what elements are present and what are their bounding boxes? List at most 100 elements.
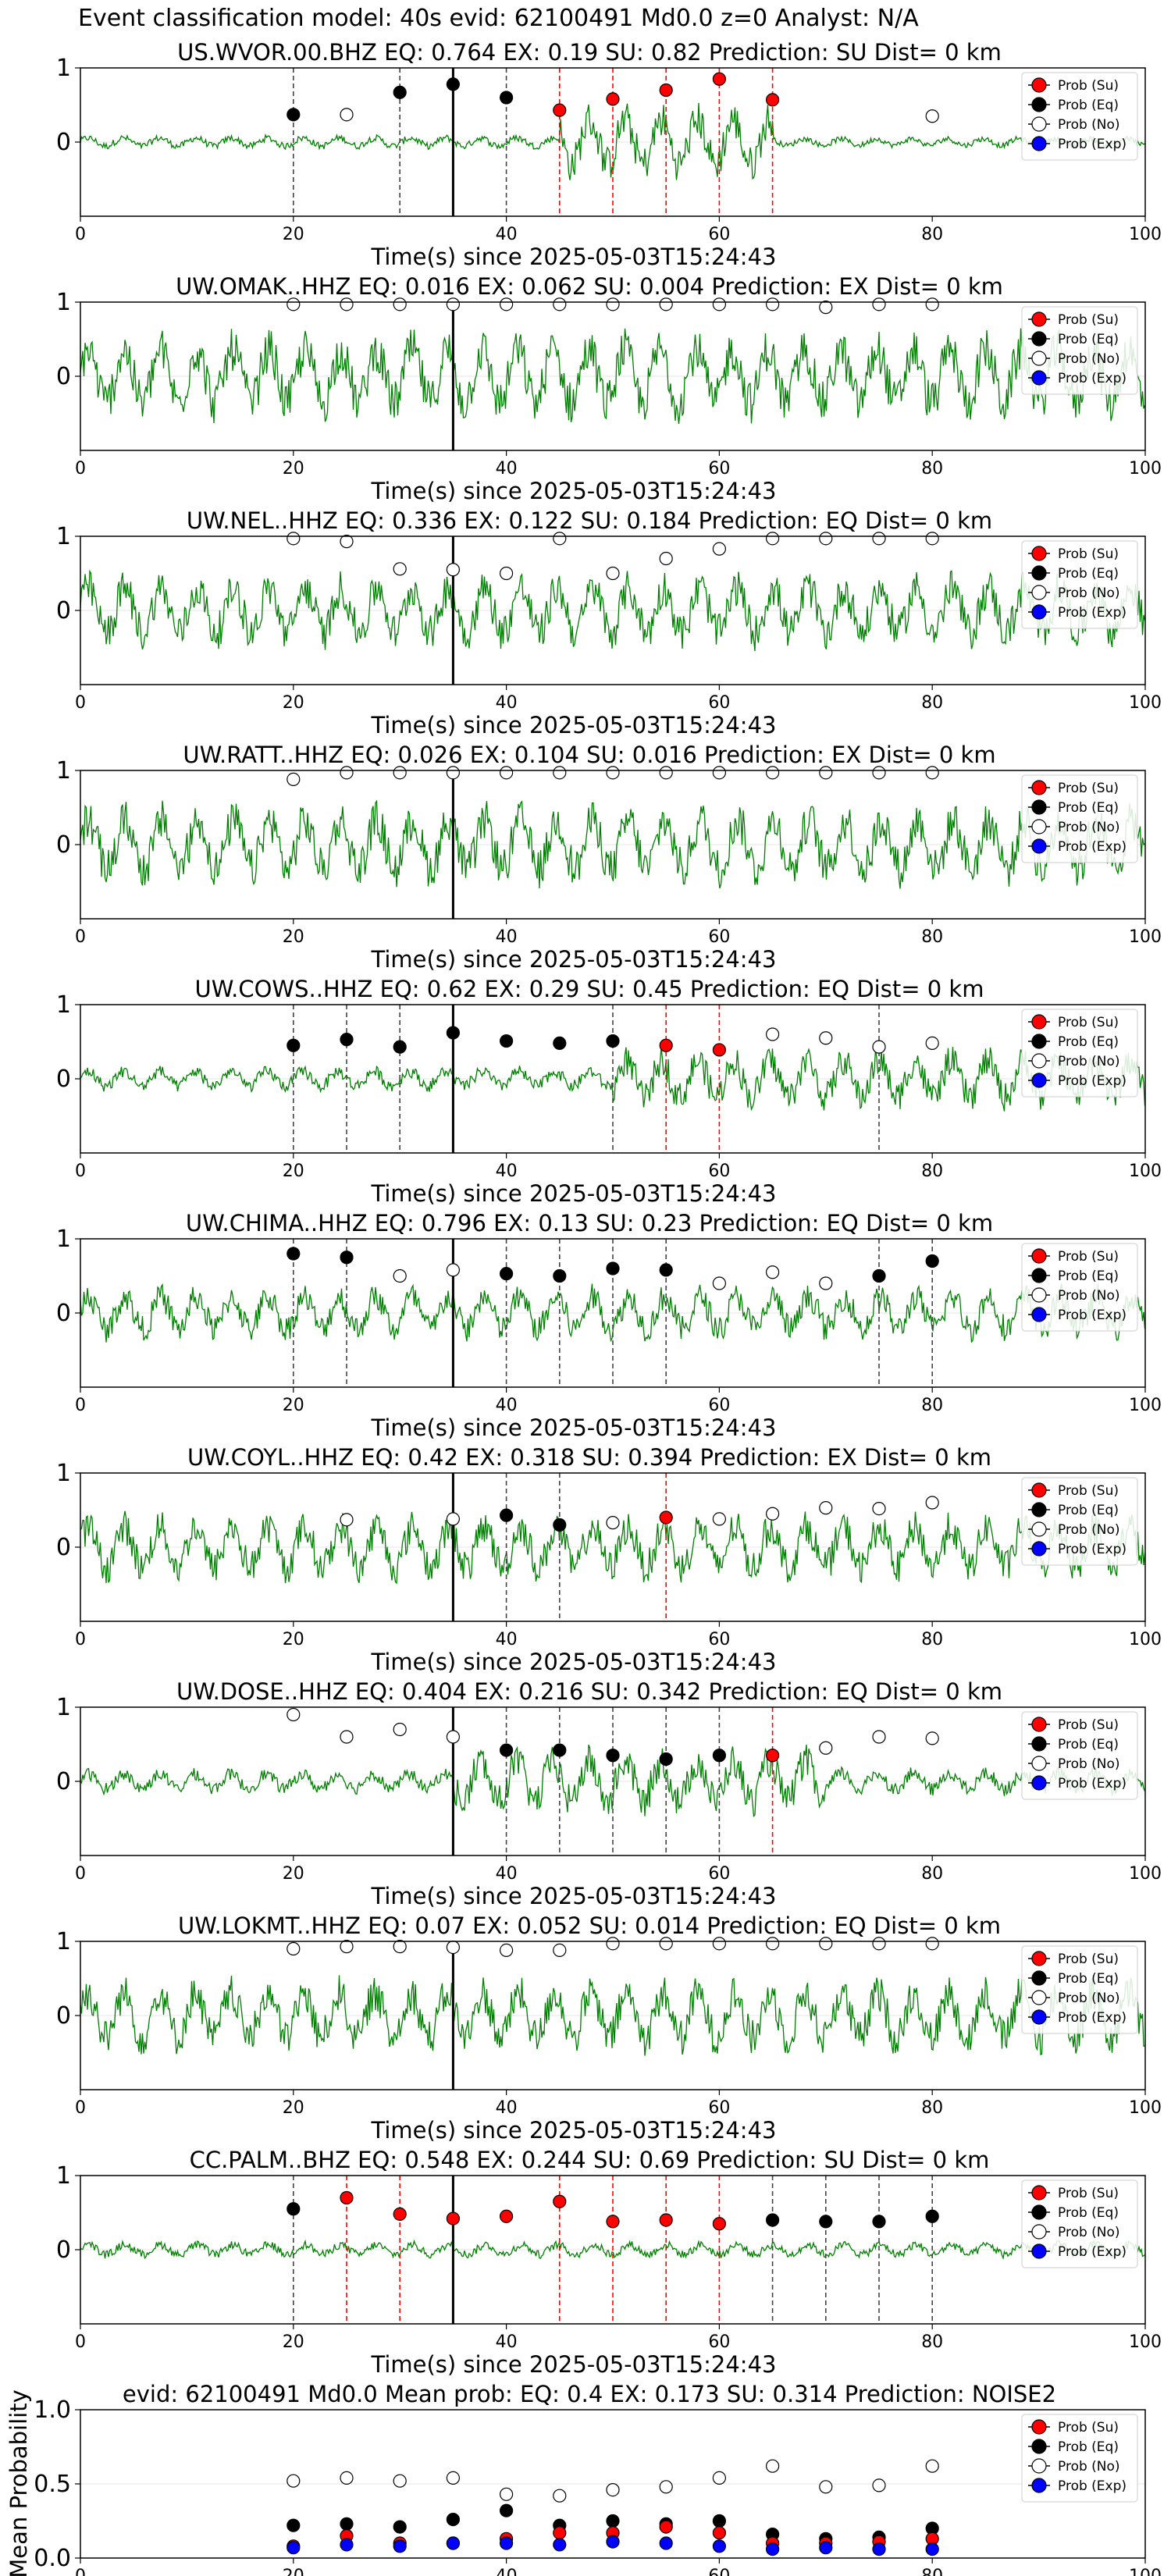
x-tick-label: 60 [708, 1396, 730, 1415]
legend-label: Prob (No) [1058, 1756, 1120, 1772]
series-point [446, 2536, 461, 2550]
prob-point [925, 297, 939, 311]
legend-marker [1031, 2224, 1047, 2240]
panel-title: UW.CHIMA..HHZ EQ: 0.796 EX: 0.13 SU: 0.2… [186, 1210, 993, 1236]
y-tick-label: 0 [56, 1066, 71, 1093]
panel-UW.DOSE..HHZ: 0 20 40 60 80 100 0 1 UW.DOSE..HHZ EQ: 0.404 EX:… [56, 1678, 1162, 1909]
series-point [606, 2514, 620, 2528]
y-tick-label: 1 [56, 55, 71, 82]
x-tick-label: 100 [1129, 1396, 1162, 1415]
prob-point [606, 1937, 620, 1951]
series-point [287, 2474, 301, 2488]
legend-marker [1031, 1951, 1047, 1966]
prob-point [606, 2215, 620, 2229]
x-tick-label: 60 [708, 693, 730, 713]
x-tick-label: 40 [496, 2098, 518, 2118]
prob-point [712, 542, 727, 556]
prob-point [712, 766, 727, 780]
x-tick-label: 40 [496, 927, 518, 947]
prob-point [340, 2190, 354, 2205]
x-tick-label: 20 [283, 2098, 304, 2118]
prob-point [393, 1940, 407, 1954]
x-tick-label: 20 [283, 1162, 304, 1181]
legend-box [1021, 1243, 1138, 1332]
prob-point [287, 772, 301, 787]
prob-point [765, 1507, 780, 1521]
series-point [446, 2471, 461, 2485]
x-axis-label: Time(s) since 2025-05-03T15:24:43 [371, 2117, 777, 2144]
x-tick-label: 20 [283, 1864, 304, 1884]
series-point [659, 2520, 673, 2534]
legend-marker [1031, 311, 1047, 327]
legend-marker [1031, 1014, 1047, 1030]
legend-label: Prob (Eq) [1058, 1503, 1119, 1518]
prob-point [659, 766, 673, 780]
prob-point [340, 1513, 354, 1527]
legend-label: Prob (Eq) [1058, 1737, 1119, 1752]
prob-point [925, 1731, 939, 1745]
x-tick-label: 20 [283, 2567, 304, 2576]
legend-marker [1031, 2185, 1047, 2201]
prob-point [340, 535, 354, 549]
prob-point [606, 1749, 620, 1763]
legend-label: Prob (No) [1058, 820, 1120, 835]
legend-marker [1031, 1248, 1047, 1264]
prob-point [606, 566, 620, 581]
legend-marker [1031, 370, 1047, 386]
x-tick-label: 60 [708, 1162, 730, 1181]
legend-label: Prob (No) [1058, 1522, 1120, 1538]
prob-point [872, 2215, 886, 2229]
prob-point [287, 297, 301, 311]
prob-point [659, 1752, 673, 1767]
x-axis-label: Time(s) since 2025-05-03T15:24:43 [371, 946, 777, 973]
prob-point [499, 1034, 514, 1048]
panel-title: CC.PALM..BHZ EQ: 0.548 EX: 0.244 SU: 0.6… [190, 2147, 990, 2173]
prob-point [872, 1937, 886, 1951]
x-axis-label: Time(s) since 2025-05-03T15:24:43 [371, 712, 777, 738]
x-tick-label: 60 [708, 2567, 730, 2576]
waveform-trace [80, 2239, 1145, 2261]
panel-UW.LOKMT..HHZ: 0 20 40 60 80 100 0 1 UW.LOKMT..HHZ EQ: 0.07 EX:… [56, 1912, 1162, 2144]
legend-label: Prob (Exp) [1058, 605, 1127, 621]
x-tick-label: 20 [283, 927, 304, 947]
series-point [765, 2459, 780, 2473]
x-tick-label: 0 [75, 2567, 86, 2576]
legend-marker [1031, 1482, 1047, 1498]
y-tick-label: 1 [56, 289, 71, 316]
waveform-trace [80, 1510, 1146, 1585]
panel-mean-probability: 0 20 40 60 80 100 0.0 0.5 1.0 evid: 62100491 Md0.… [5, 2381, 1162, 2576]
prob-point [872, 1730, 886, 1744]
panel-title: UW.COWS..HHZ EQ: 0.62 EX: 0.29 SU: 0.45 … [195, 976, 984, 1002]
legend-label: Prob (Eq) [1058, 98, 1119, 113]
prob-point [712, 1749, 727, 1763]
legend-marker [1031, 585, 1047, 600]
panel-UW.CHIMA..HHZ: 0 20 40 60 80 100 0 1 UW.CHIMA..HHZ EQ: 0.796 EX… [56, 1210, 1162, 1441]
x-tick-label: 40 [496, 2567, 518, 2576]
legend-label: Prob (Su) [1058, 2186, 1119, 2201]
legend-marker [1031, 1521, 1047, 1537]
legend-label: Prob (Su) [1058, 1249, 1119, 1265]
legend-label: Prob (Eq) [1058, 800, 1119, 816]
prob-point [925, 1937, 939, 1951]
x-tick-label: 80 [921, 2098, 943, 2118]
x-tick-label: 100 [1129, 1864, 1162, 1884]
series-point [287, 2518, 301, 2532]
prob-point [872, 532, 886, 546]
x-tick-label: 80 [921, 459, 943, 479]
x-tick-label: 100 [1129, 2098, 1162, 2118]
prob-point [287, 108, 301, 122]
prob-point [765, 1265, 780, 1279]
legend-label: Prob (No) [1058, 117, 1120, 133]
prob-point [499, 1267, 514, 1281]
series-point [819, 2541, 833, 2555]
legend-marker [1031, 350, 1047, 366]
prob-point [287, 532, 301, 546]
x-tick-label: 40 [496, 225, 518, 244]
panel-title: evid: 62100491 Md0.0 Mean prob: EQ: 0.4 … [123, 2381, 1056, 2407]
prob-point [659, 83, 673, 98]
legend-label: Prob (Exp) [1058, 2010, 1127, 2026]
y-tick-label: 0 [56, 831, 71, 859]
panel-title: UW.RATT..HHZ EQ: 0.026 EX: 0.104 SU: 0.0… [183, 742, 995, 768]
prob-point [925, 1496, 939, 1510]
prob-point [765, 2213, 780, 2227]
